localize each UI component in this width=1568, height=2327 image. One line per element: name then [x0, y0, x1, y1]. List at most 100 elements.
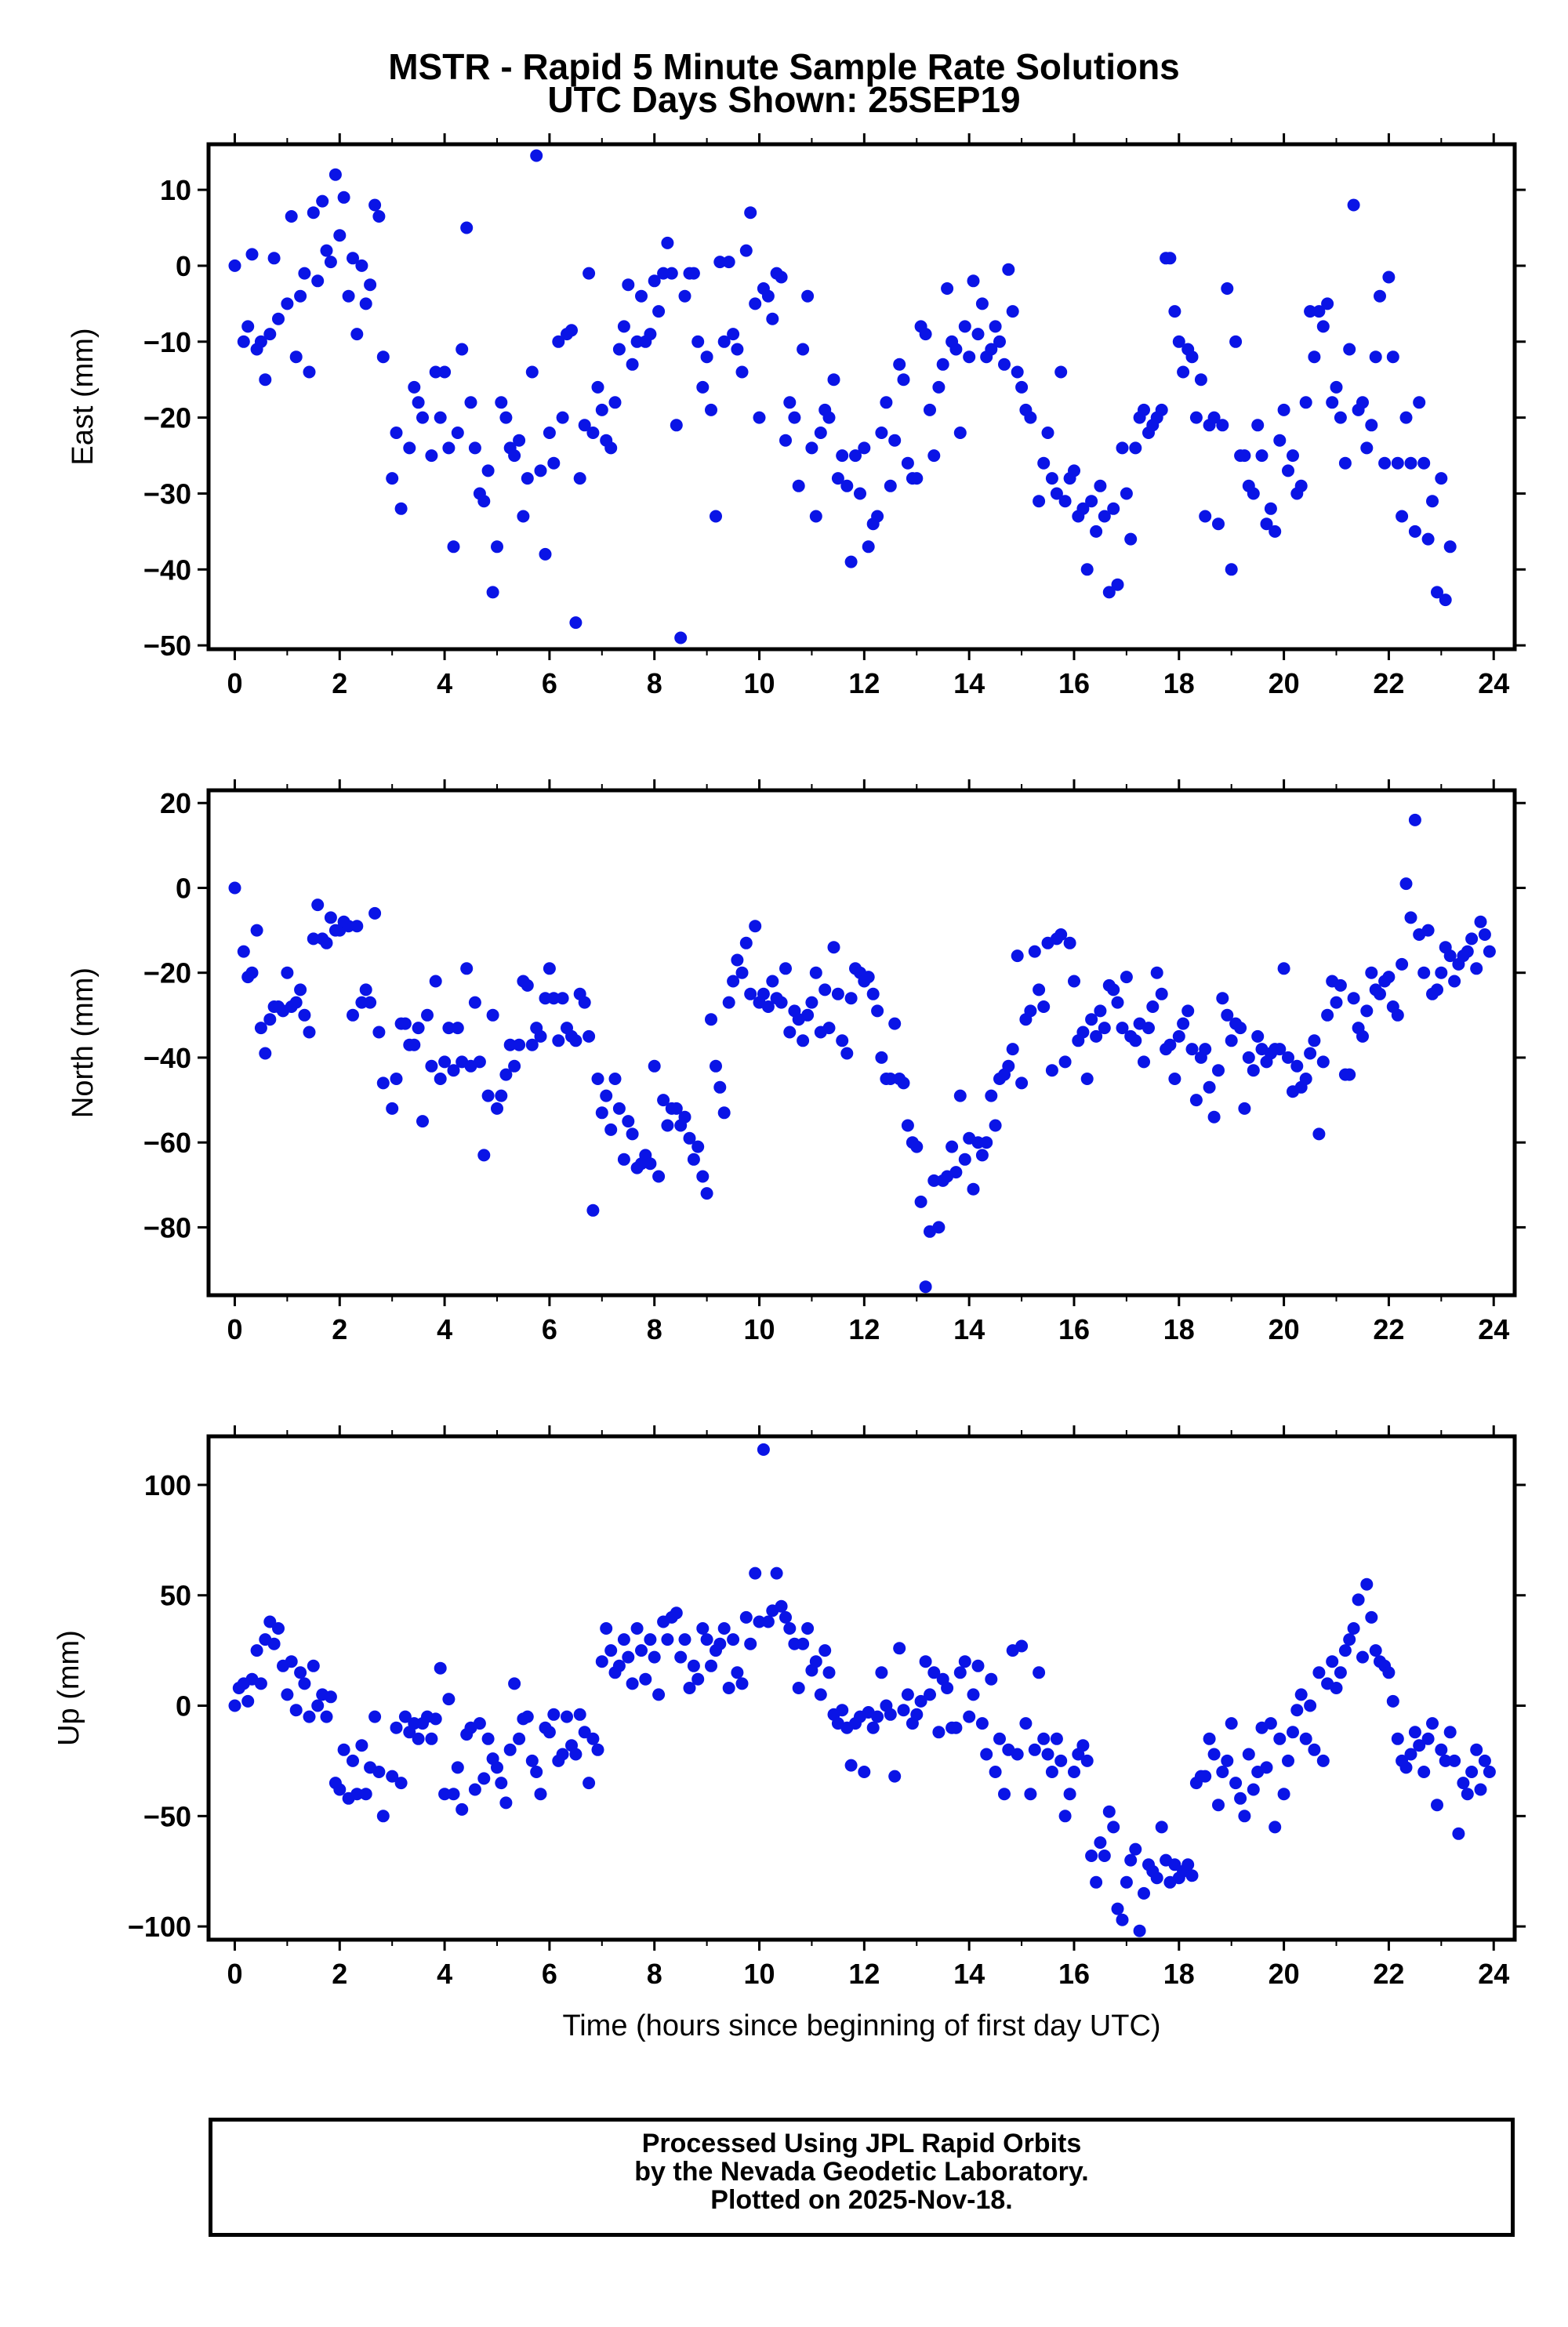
north-point	[1431, 983, 1443, 997]
up-x-tick-label: 4	[437, 1958, 452, 1990]
east-point	[573, 472, 586, 485]
up-point	[635, 1644, 648, 1657]
east-point	[1107, 502, 1120, 515]
north-point	[657, 1094, 670, 1107]
north-point	[713, 1080, 727, 1094]
north-point	[486, 1008, 499, 1022]
north-point	[408, 1038, 421, 1051]
east-point	[1312, 305, 1326, 318]
east-point	[591, 380, 604, 394]
east-point	[547, 456, 561, 470]
east-point	[941, 282, 954, 295]
north-point	[372, 1026, 386, 1039]
north-y-tick-label: 0	[176, 872, 191, 904]
east-point	[1343, 343, 1356, 356]
east-point	[1045, 472, 1058, 485]
north-frame	[206, 788, 1517, 1298]
north-point	[281, 966, 294, 979]
up-point	[749, 1566, 762, 1580]
up-point	[604, 1644, 618, 1657]
north-point	[1408, 813, 1421, 826]
north-points	[228, 813, 1496, 1294]
east-point	[753, 411, 766, 424]
up-point	[320, 1710, 333, 1723]
up-point	[521, 1710, 534, 1723]
north-point	[390, 1073, 403, 1085]
east-point	[1076, 502, 1090, 515]
north-point	[1111, 996, 1124, 1009]
east-point	[1015, 380, 1029, 394]
east-point	[801, 289, 815, 303]
north-point	[612, 1102, 626, 1115]
north-point	[303, 1026, 316, 1039]
up-point	[761, 1615, 775, 1628]
north-point	[347, 1008, 359, 1022]
up-point	[678, 1633, 691, 1646]
east-point	[862, 540, 875, 554]
north-point	[1443, 949, 1457, 963]
up-point	[1212, 1799, 1225, 1812]
east-point	[766, 312, 779, 325]
north-point	[1076, 1026, 1090, 1039]
up-point	[254, 1677, 267, 1690]
east-point	[569, 616, 583, 630]
east-x-tick-label: 14	[953, 667, 985, 699]
up-point	[797, 1637, 810, 1650]
up-point	[1207, 1748, 1221, 1761]
north-point	[398, 1017, 412, 1030]
north-point	[1181, 1004, 1195, 1018]
east-point	[1172, 335, 1185, 348]
east-point	[237, 335, 250, 348]
up-point	[1312, 1666, 1326, 1679]
north-x-tick-label: 20	[1269, 1313, 1300, 1345]
north-point	[1391, 1008, 1404, 1022]
up-point	[1098, 1850, 1111, 1862]
east-point	[429, 365, 442, 379]
north-point	[1421, 924, 1435, 937]
east-point	[705, 403, 717, 416]
north-point	[822, 1022, 836, 1035]
up-point	[263, 1615, 277, 1628]
north-point	[481, 1089, 495, 1102]
north-point	[1085, 1013, 1098, 1026]
east-point	[735, 365, 749, 379]
up-point	[739, 1610, 753, 1624]
east-point	[1399, 411, 1413, 424]
east-point	[565, 324, 578, 337]
east-point	[394, 502, 408, 515]
east-point	[333, 229, 347, 242]
north-point	[1321, 1008, 1334, 1022]
north-point	[591, 1073, 604, 1085]
up-point	[914, 1694, 927, 1708]
up-point	[1365, 1610, 1378, 1624]
up-point	[700, 1633, 713, 1646]
footer-line-3: Plotted on 2025-Nov-18.	[710, 2185, 1013, 2215]
up-point	[818, 1644, 832, 1657]
north-y-axis-label: North (mm)	[67, 967, 100, 1118]
north-point	[438, 1055, 452, 1069]
up-point	[1028, 1743, 1041, 1756]
up-point	[543, 1726, 556, 1739]
east-point	[1386, 350, 1399, 364]
north-point	[425, 1059, 438, 1073]
east-point	[1282, 464, 1294, 477]
east-point	[1050, 487, 1063, 500]
east-point	[491, 540, 503, 554]
up-point	[932, 1726, 946, 1739]
north-point	[875, 1051, 888, 1064]
east-point	[245, 248, 259, 261]
up-point	[508, 1677, 521, 1690]
up-point	[289, 1704, 303, 1717]
east-x-tick-label: 0	[227, 667, 242, 699]
north-point	[927, 1174, 941, 1187]
east-point	[792, 479, 805, 492]
north-point	[1365, 966, 1378, 979]
east-point	[1391, 456, 1404, 470]
east-point	[670, 419, 683, 432]
up-point	[394, 1777, 408, 1790]
up-point	[1199, 1770, 1212, 1783]
east-point	[901, 456, 914, 470]
east-point	[1382, 270, 1396, 284]
north-point	[1417, 966, 1431, 979]
north-point	[949, 1166, 963, 1179]
